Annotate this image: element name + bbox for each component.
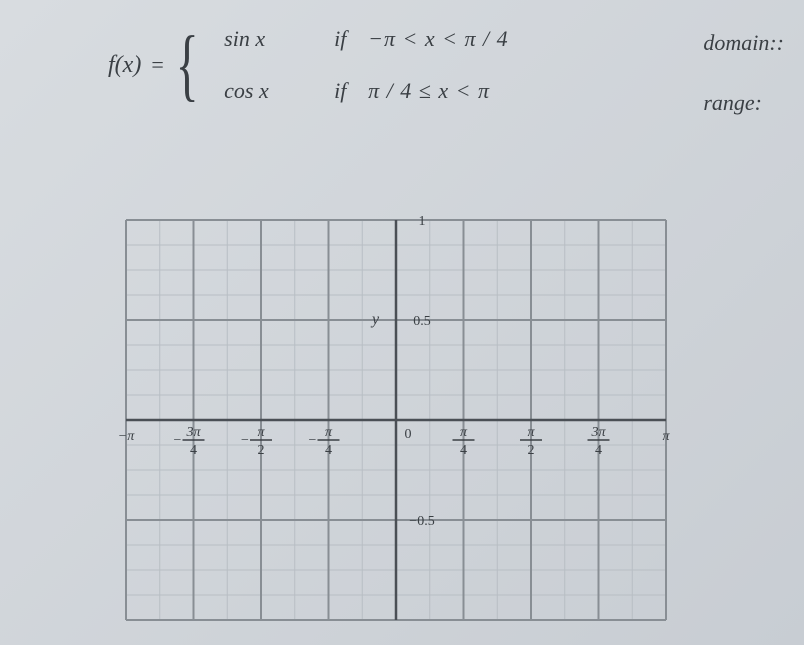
domain-range-labels: domain:: range: bbox=[703, 30, 784, 116]
svg-text:0: 0 bbox=[405, 427, 412, 442]
case-if: if bbox=[334, 78, 368, 104]
case-row: sin x if −π < x < π / 4 bbox=[224, 26, 508, 52]
function-lhs: f(x) bbox=[108, 52, 141, 79]
svg-text:4: 4 bbox=[595, 443, 602, 458]
domain-label: domain:: bbox=[703, 30, 784, 56]
svg-text:−0.5: −0.5 bbox=[409, 514, 434, 529]
piecewise-formula: f(x) = { sin x if −π < x < π / 4 cos x i… bbox=[108, 26, 509, 104]
svg-text:4: 4 bbox=[190, 443, 197, 458]
svg-text:1: 1 bbox=[419, 214, 426, 229]
case-condition: −π < x < π / 4 bbox=[368, 26, 508, 52]
svg-text:2: 2 bbox=[258, 443, 265, 458]
coordinate-grid: y10.5−0.5−π−3π4−π2−π40π4π23π4π bbox=[96, 210, 676, 630]
case-row: cos x if π / 4 ≤ x < π bbox=[224, 78, 508, 104]
svg-text:3π: 3π bbox=[590, 425, 606, 440]
svg-text:π: π bbox=[662, 429, 670, 444]
case-if: if bbox=[334, 26, 368, 52]
svg-text:−: − bbox=[241, 433, 249, 448]
equals: = bbox=[151, 52, 163, 78]
svg-text:π: π bbox=[460, 425, 468, 440]
curly-brace: { bbox=[175, 33, 198, 97]
svg-text:π: π bbox=[325, 425, 333, 440]
svg-text:4: 4 bbox=[460, 443, 467, 458]
case-condition: π / 4 ≤ x < π bbox=[368, 78, 490, 104]
range-label: range: bbox=[703, 90, 784, 116]
svg-text:−: − bbox=[309, 433, 317, 448]
grid-svg: y10.5−0.5−π−3π4−π2−π40π4π23π4π bbox=[96, 210, 676, 630]
svg-text:2: 2 bbox=[528, 443, 535, 458]
svg-text:4: 4 bbox=[325, 443, 332, 458]
svg-text:y: y bbox=[370, 311, 380, 328]
case-function: sin x bbox=[224, 26, 334, 52]
svg-text:−π: −π bbox=[118, 429, 135, 444]
svg-text:−: − bbox=[174, 433, 182, 448]
case-function: cos x bbox=[224, 78, 334, 104]
svg-text:π: π bbox=[257, 425, 265, 440]
svg-text:π: π bbox=[527, 425, 535, 440]
svg-text:3π: 3π bbox=[185, 425, 201, 440]
svg-text:0.5: 0.5 bbox=[413, 314, 431, 329]
cases: sin x if −π < x < π / 4 cos x if π / 4 ≤… bbox=[224, 26, 508, 104]
